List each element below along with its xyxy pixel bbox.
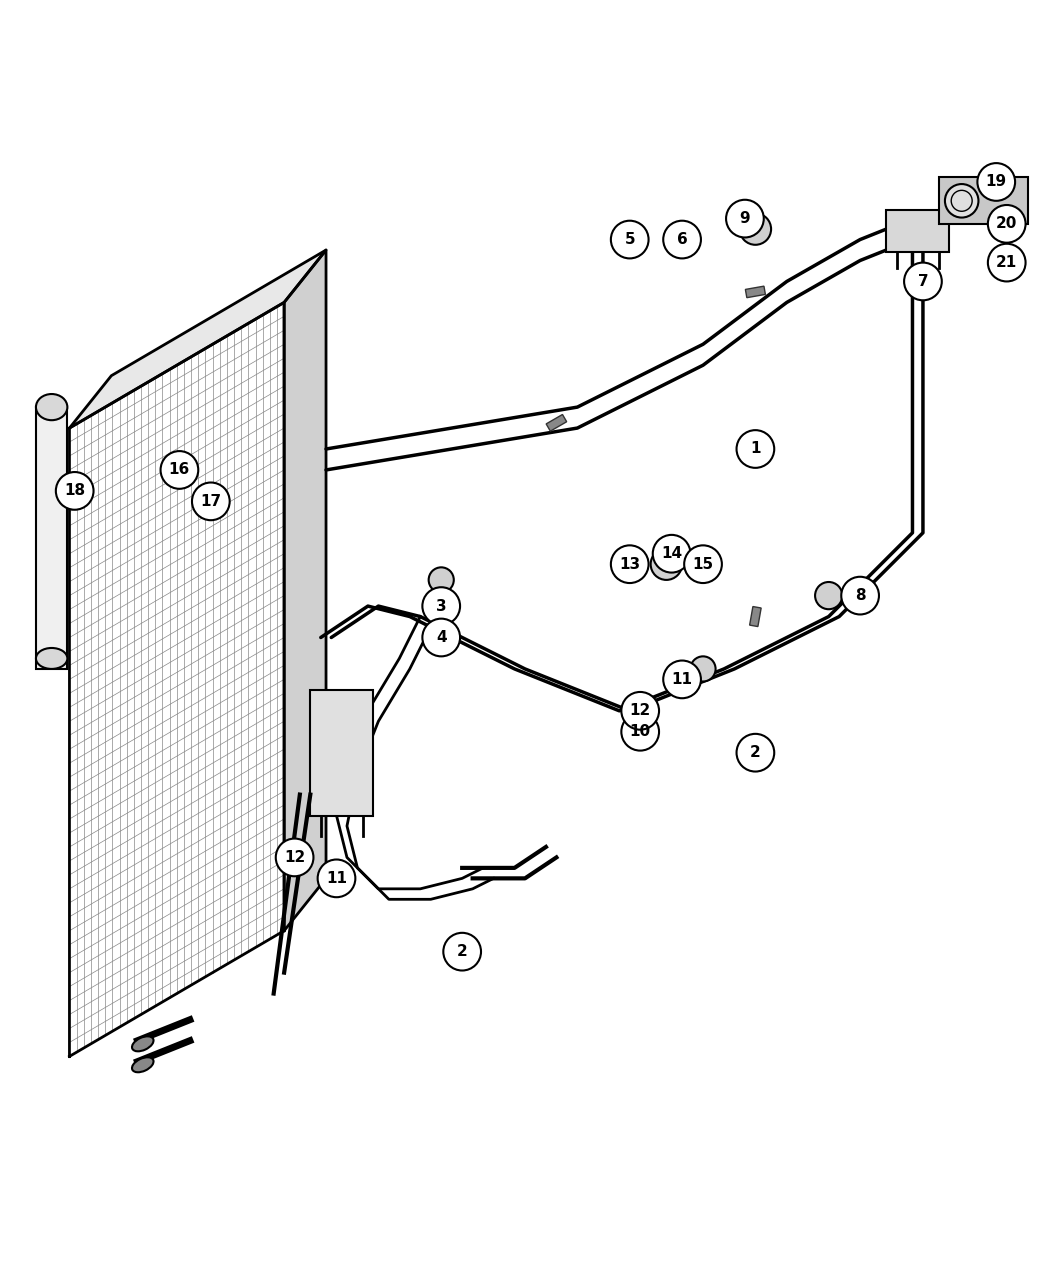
Circle shape: [622, 713, 659, 751]
Text: 5: 5: [625, 232, 635, 247]
Text: 6: 6: [676, 232, 688, 247]
Circle shape: [161, 451, 198, 488]
Circle shape: [736, 430, 774, 468]
Text: 7: 7: [918, 274, 928, 289]
Circle shape: [736, 734, 774, 771]
Polygon shape: [69, 250, 327, 428]
Circle shape: [622, 692, 659, 729]
Circle shape: [611, 221, 649, 259]
Circle shape: [988, 205, 1026, 242]
Bar: [746, 286, 765, 297]
Bar: [939, 177, 1028, 224]
Circle shape: [651, 548, 682, 580]
Text: 18: 18: [64, 483, 85, 499]
Text: 2: 2: [457, 945, 467, 959]
Text: 2: 2: [750, 745, 761, 760]
Circle shape: [56, 472, 93, 510]
Text: 15: 15: [692, 557, 714, 571]
Circle shape: [726, 200, 763, 237]
Text: 19: 19: [986, 175, 1007, 190]
Text: 11: 11: [326, 871, 346, 886]
Text: 4: 4: [436, 630, 446, 645]
Text: 10: 10: [630, 724, 651, 740]
Text: 12: 12: [630, 704, 651, 718]
Text: 17: 17: [201, 493, 222, 509]
Text: 3: 3: [436, 598, 446, 613]
Circle shape: [443, 933, 481, 970]
Circle shape: [815, 581, 842, 609]
Circle shape: [653, 536, 691, 572]
Text: 16: 16: [169, 463, 190, 477]
Ellipse shape: [36, 648, 67, 669]
Bar: [886, 210, 949, 252]
Circle shape: [691, 657, 716, 681]
Circle shape: [318, 859, 355, 898]
Polygon shape: [285, 250, 327, 931]
Text: 1: 1: [750, 441, 760, 456]
Text: 20: 20: [996, 217, 1017, 231]
Circle shape: [739, 213, 771, 245]
Circle shape: [428, 567, 454, 593]
Circle shape: [945, 184, 979, 218]
Circle shape: [685, 546, 722, 583]
Ellipse shape: [132, 1057, 153, 1072]
Circle shape: [988, 244, 1026, 282]
Circle shape: [841, 576, 879, 615]
Ellipse shape: [36, 394, 67, 421]
Circle shape: [664, 660, 701, 699]
Text: 21: 21: [996, 255, 1017, 270]
Text: 12: 12: [284, 850, 306, 864]
Circle shape: [422, 618, 460, 657]
Circle shape: [978, 163, 1015, 200]
Bar: [750, 607, 761, 626]
Text: 9: 9: [739, 212, 751, 226]
Circle shape: [904, 263, 942, 301]
Circle shape: [192, 482, 230, 520]
Text: 11: 11: [672, 672, 693, 687]
Circle shape: [664, 221, 701, 259]
Bar: [36, 407, 67, 669]
Circle shape: [276, 839, 314, 876]
Bar: [546, 414, 567, 431]
Circle shape: [422, 588, 460, 625]
Text: 8: 8: [855, 588, 865, 603]
Text: 13: 13: [620, 557, 640, 571]
Ellipse shape: [132, 1037, 153, 1052]
Bar: [311, 690, 373, 816]
Circle shape: [611, 546, 649, 583]
Text: 14: 14: [662, 546, 682, 561]
